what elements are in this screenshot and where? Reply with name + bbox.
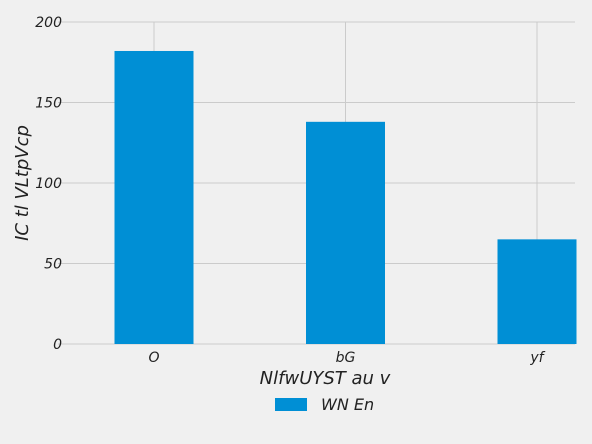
bar-O xyxy=(114,50,194,344)
bar-yf xyxy=(497,239,577,344)
x-tick-label: O xyxy=(148,350,159,366)
bars xyxy=(114,50,577,344)
x-tick-label: yf xyxy=(529,350,545,366)
y-tick-label: 50 xyxy=(44,257,62,273)
x-tick-label: bG xyxy=(336,350,356,366)
y-tick-label: 150 xyxy=(35,96,62,112)
legend-swatch xyxy=(275,398,307,411)
legend: WN En xyxy=(275,395,374,414)
y-tick-label: 100 xyxy=(35,176,62,192)
y-axis-ticks: 0 50 100 150 200 xyxy=(35,15,62,353)
x-axis-title: NlfwUYST au v xyxy=(260,368,391,389)
legend-label: WN En xyxy=(321,395,374,414)
y-tick-label: 0 xyxy=(53,337,62,353)
y-tick-label: 200 xyxy=(35,15,62,31)
bar-bG xyxy=(306,121,385,344)
y-axis-title: IC tl VLtpVcp xyxy=(12,125,33,241)
